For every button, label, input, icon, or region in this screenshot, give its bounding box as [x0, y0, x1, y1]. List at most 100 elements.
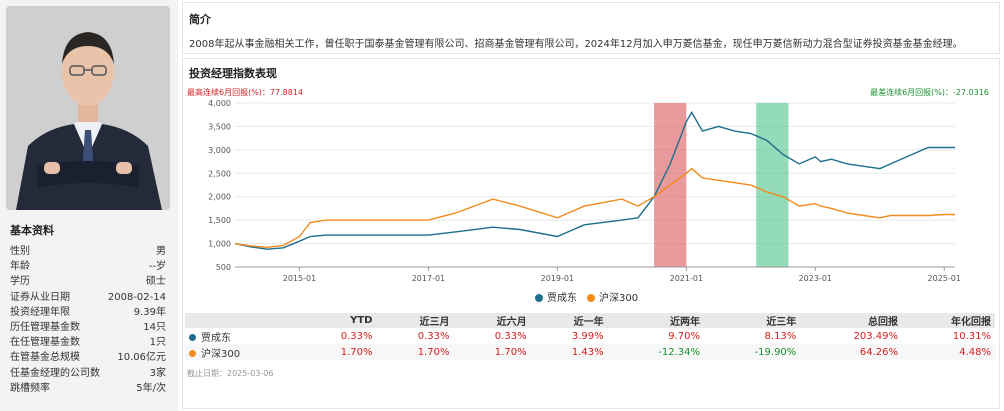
- table-header: 近三月: [376, 313, 454, 328]
- series-line-index: [234, 167, 955, 249]
- table-cell: 10.31%: [901, 328, 995, 344]
- info-value: 5年/次: [136, 382, 166, 394]
- legend-dot-icon: [535, 294, 543, 302]
- table-cell: 64.26%: [800, 344, 902, 360]
- table-header: YTD: [299, 313, 377, 328]
- x-tick-label: 2021-01: [670, 274, 703, 283]
- table-cell: 0.33%: [376, 328, 454, 344]
- info-label: 性别: [10, 246, 30, 257]
- x-tick-label: 2015-01: [283, 274, 316, 283]
- legend-item-manager[interactable]: 贾成东: [535, 289, 577, 304]
- main-content: 简介 2008年起从事金融相关工作，曾任职于国泰基金管理有限公司、招商基金管理有…: [182, 0, 1004, 411]
- series-dot-icon: [189, 333, 196, 341]
- chart-legend: 贾成东 沪深300: [535, 289, 638, 304]
- table-header: 近六月: [453, 313, 531, 328]
- info-row-aum: 在管基金总规模 10.06亿元: [10, 350, 166, 365]
- info-value: 9.39年: [133, 306, 166, 318]
- info-row-funds-managed: 历任管理基金数 14只: [10, 320, 166, 335]
- basic-info-title: 基本资料: [10, 224, 54, 237]
- table-cell: 9.70%: [607, 328, 704, 344]
- row-name: 贾成东: [185, 328, 300, 344]
- y-tick-label: 500: [216, 263, 231, 272]
- table-cell: -19.90%: [703, 344, 801, 360]
- table-header: 近三年: [703, 313, 801, 328]
- info-label: 投资经理年限: [10, 306, 70, 318]
- y-tick-label: 3,500: [208, 122, 231, 131]
- series-line-manager: [234, 111, 955, 250]
- row-label: 沪深300: [201, 348, 241, 360]
- y-tick-label: 2,000: [208, 193, 231, 202]
- info-value: 1只: [149, 337, 166, 349]
- table-cell: 4.48%: [901, 344, 995, 360]
- basic-info-panel: 基本资料 性别 男 年龄 --岁 学历 硕士 证券从业日期 2008-02-14 投资经…: [0, 0, 178, 411]
- table-header: [185, 313, 300, 328]
- legend-label: 沪深300: [599, 293, 639, 304]
- info-row-companies: 任基金经理的公司数 3家: [10, 366, 166, 381]
- table-cell: 203.49%: [800, 328, 902, 344]
- x-tick-label: 2017-01: [412, 274, 445, 283]
- basic-info-list: 性别 男 年龄 --岁 学历 硕士 证券从业日期 2008-02-14 投资经理年限 9.…: [10, 244, 166, 396]
- info-row-gender: 性别 男: [10, 244, 166, 259]
- info-row-career-start: 证券从业日期 2008-02-14: [10, 290, 166, 305]
- legend-dot-icon: [587, 294, 595, 302]
- row-label: 贾成东: [201, 332, 231, 344]
- info-value: 硕士: [146, 276, 166, 288]
- x-tick-label: 2023-01: [799, 274, 832, 283]
- row-name: 沪深300: [185, 344, 300, 360]
- legend-item-index[interactable]: 沪深300: [587, 289, 638, 304]
- intro-panel: 简介 2008年起从事金融相关工作，曾任职于国泰基金管理有限公司、招商基金管理有…: [182, 2, 1000, 54]
- table-header: 年化回报: [901, 313, 995, 328]
- y-tick-label: 3,000: [208, 146, 231, 155]
- table-cell: 0.33%: [299, 328, 377, 344]
- info-row-current-funds: 在任管理基金数 1只: [10, 335, 166, 350]
- info-label: 在管基金总规模: [10, 352, 80, 364]
- y-tick-label: 1,000: [208, 240, 231, 249]
- info-label: 学历: [10, 276, 30, 288]
- table-header: 总回报: [800, 313, 902, 328]
- table-header: 近两年: [607, 313, 704, 328]
- info-row-manager-years: 投资经理年限 9.39年: [10, 305, 166, 320]
- table-cell: -12.34%: [607, 344, 704, 360]
- info-label: 证券从业日期: [10, 291, 70, 303]
- info-row-job-hop-frequency: 跳槽频率 5年/次: [10, 381, 166, 396]
- table-row: 贾成东 0.33% 0.33% 0.33% 3.99% 9.70% 8.13% …: [185, 328, 995, 344]
- info-label: 历任管理基金数: [10, 321, 80, 333]
- intro-title: 简介: [189, 13, 211, 26]
- table-header: 近一年: [530, 313, 608, 328]
- table-cell: 1.70%: [453, 344, 531, 360]
- x-tick-label: 2019-01: [541, 274, 574, 283]
- info-label: 跳槽频率: [10, 382, 50, 394]
- info-value: 14只: [143, 321, 166, 333]
- info-value: 10.06亿元: [117, 352, 166, 364]
- info-label: 任基金经理的公司数: [10, 367, 100, 379]
- performance-panel: 投资经理指数表现 最高连续6月回报(%)：77.8814 最差连续6月回报(%)…: [182, 58, 1000, 409]
- info-row-age: 年龄 --岁: [10, 259, 166, 274]
- manager-photo: [6, 6, 170, 210]
- performance-chart: 500 1,000 1,500 2,000 2,500 3,000 3,500 4,000 20…: [208, 99, 961, 283]
- min-6m-return: 最差连续6月回报(%)：-27.0316: [870, 88, 989, 97]
- y-tick-label: 1,500: [208, 216, 231, 225]
- info-value: 3家: [149, 367, 166, 379]
- info-label: 在任管理基金数: [10, 337, 80, 349]
- table-cell: 1.70%: [376, 344, 454, 360]
- table-cell: 3.99%: [530, 328, 608, 344]
- as-of-date: 截止日期：2025-03-06: [187, 369, 274, 378]
- max-6m-return: 最高连续6月回报(%)：77.8814: [187, 88, 304, 97]
- table-cell: 0.33%: [453, 328, 531, 344]
- info-value: --岁: [148, 261, 166, 273]
- info-value: 男: [156, 246, 166, 257]
- y-tick-label: 4,000: [208, 99, 231, 108]
- series-dot-icon: [189, 349, 196, 357]
- info-row-education: 学历 硕士: [10, 274, 166, 289]
- min-return-band: [756, 103, 789, 267]
- info-value: 2008-02-14: [107, 291, 166, 303]
- legend-label: 贾成东: [547, 293, 577, 304]
- table-cell: 1.70%: [299, 344, 377, 360]
- info-label: 年龄: [10, 261, 30, 273]
- table-row: 沪深300 1.70% 1.70% 1.70% 1.43% -12.34% -1…: [185, 344, 995, 360]
- table-header-row: YTD 近三月 近六月 近一年 近两年 近三年 总回报 年化回报: [185, 313, 995, 328]
- intro-text: 2008年起从事金融相关工作，曾任职于国泰基金管理有限公司、招商基金管理有限公司…: [189, 39, 963, 50]
- y-tick-label: 2,500: [208, 169, 231, 178]
- x-tick-label: 2025-01: [928, 274, 961, 283]
- performance-title: 投资经理指数表现: [189, 67, 277, 80]
